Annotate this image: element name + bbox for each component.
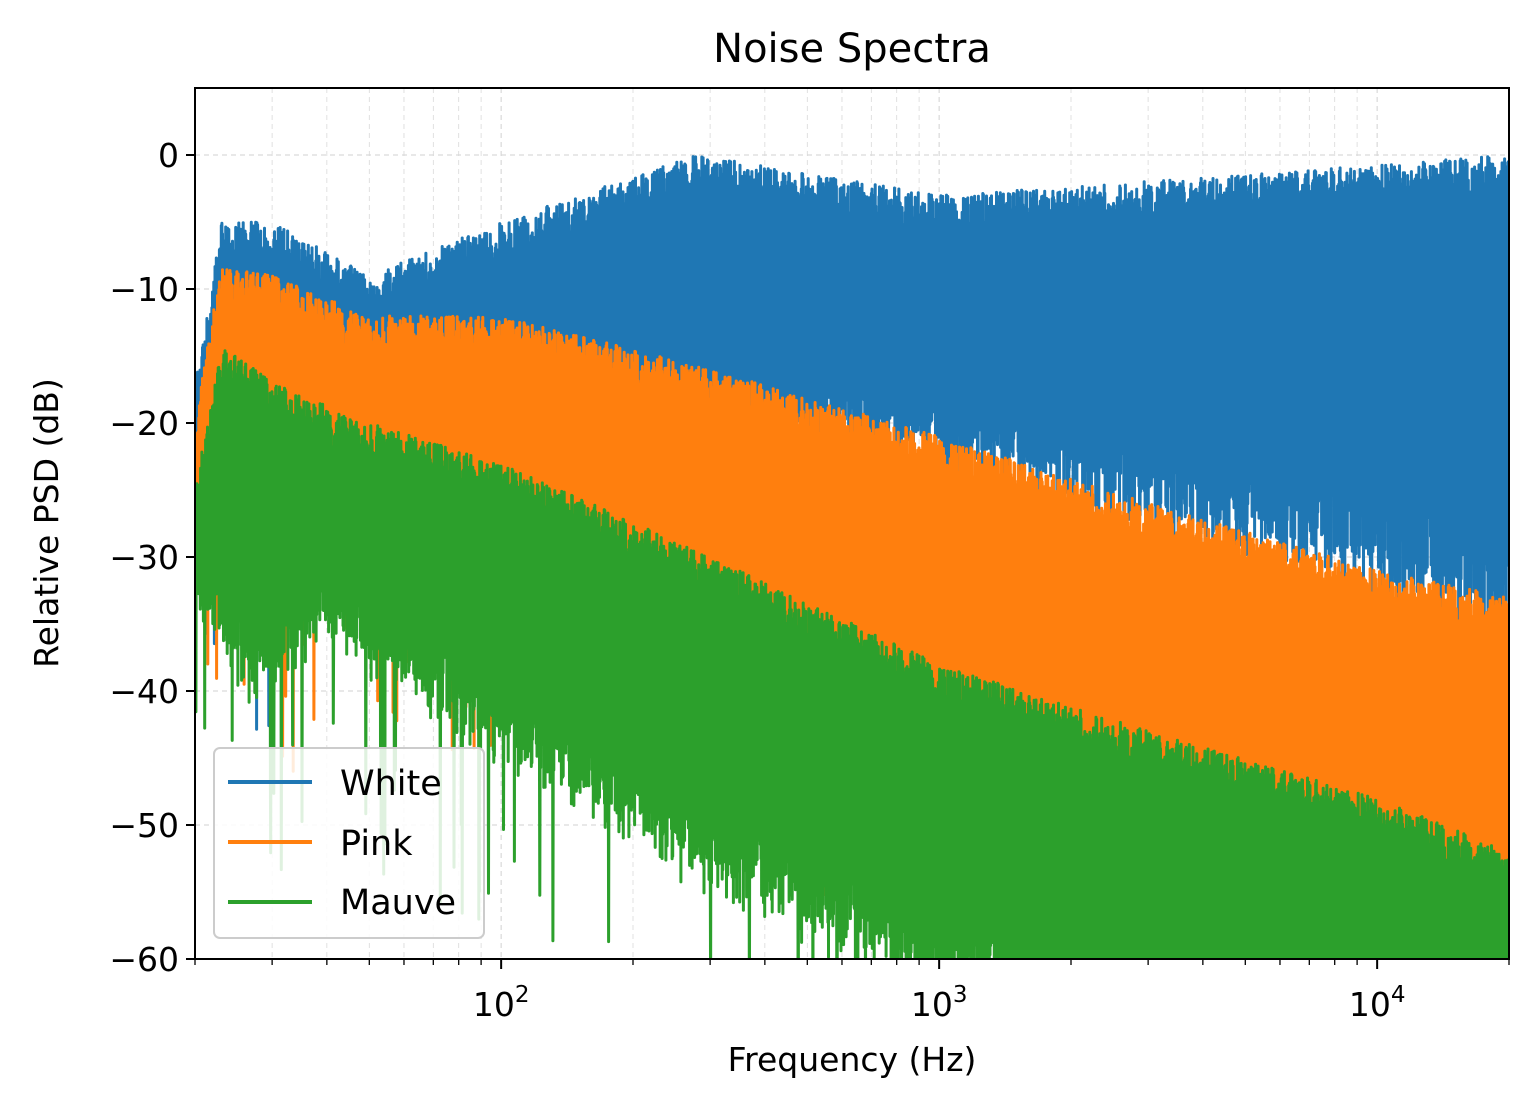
legend-label-white: White bbox=[340, 764, 442, 804]
x-tick-label: 103 bbox=[911, 982, 968, 1024]
x-tick-label: 104 bbox=[1349, 982, 1406, 1024]
x-axis-label: Frequency (Hz) bbox=[728, 1040, 977, 1079]
legend-label-pink: Pink bbox=[340, 824, 413, 864]
y-tick-label: −20 bbox=[109, 404, 179, 443]
y-tick-label: −50 bbox=[109, 806, 179, 845]
series-layer bbox=[195, 155, 1509, 959]
y-axis-label: Relative PSD (dB) bbox=[27, 378, 66, 668]
legend: White Pink Mauve bbox=[213, 747, 485, 939]
y-tick-label: −40 bbox=[109, 672, 179, 711]
legend-label-mauve: Mauve bbox=[340, 883, 456, 923]
y-tick-label: 0 bbox=[158, 136, 179, 175]
axis-ticks: 0 −10 −20 −30 −40 −50 −60 102 103 104 bbox=[109, 136, 1510, 1024]
chart-title: Noise Spectra bbox=[713, 26, 991, 72]
y-tick-label: −60 bbox=[109, 940, 179, 979]
series-white bbox=[195, 155, 1509, 794]
series-pink bbox=[195, 268, 1509, 959]
x-tick-label: 102 bbox=[473, 982, 530, 1024]
legend-box bbox=[213, 747, 485, 939]
plot-frame bbox=[194, 87, 1510, 960]
y-tick-label: −10 bbox=[109, 270, 179, 309]
y-tick-label: −30 bbox=[109, 538, 179, 577]
series-mauve bbox=[195, 349, 1509, 959]
